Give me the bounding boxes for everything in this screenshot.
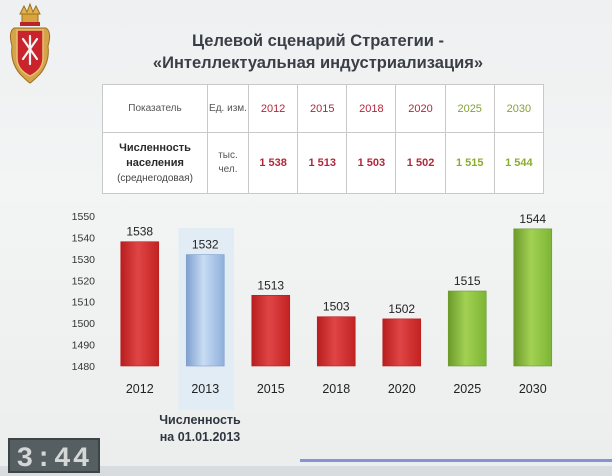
table-cell-value: 1 515 (444, 132, 495, 194)
header-year: 2012 (247, 84, 299, 133)
y-tick-label: 1510 (72, 297, 96, 309)
table-header-row: Показатель Ед. изм. 2012 2015 2018 2020 … (102, 84, 545, 133)
digital-clock: 3:44 (8, 438, 100, 475)
header-indicator: Показатель (102, 84, 208, 133)
bar-2030 (513, 228, 553, 367)
title-line-2: «Интеллектуальная индустриализация» (152, 54, 484, 72)
header-unit: Ед. изм. (207, 84, 249, 133)
x-tick-label: 2012 (126, 382, 154, 396)
header-year: 2030 (493, 84, 545, 133)
header-year: 2020 (395, 84, 446, 133)
table-cell-value: 1 538 (247, 132, 299, 194)
slide-title: Целевой сценарий Стратегии - «Интеллекту… (108, 30, 528, 74)
y-tick-label: 1520 (72, 275, 96, 287)
y-tick-label: 1490 (72, 340, 96, 352)
y-tick-label: 1480 (72, 361, 96, 373)
data-label: 1538 (126, 225, 153, 239)
population-bar-chart: 1480 1490 1500 1510 1520 1530 1540 1550 1538 2012… (72, 211, 553, 410)
table-cell-value: 1 513 (297, 132, 348, 194)
row-unit: тыс. чел. (207, 132, 249, 194)
y-tick-label: 1550 (72, 211, 96, 223)
bar-2012 (120, 241, 160, 367)
chart-caption: Численность на 01.01.2013 (140, 412, 260, 446)
bar-2018 (316, 316, 356, 367)
bar-2025 (447, 290, 487, 367)
data-label: 1502 (388, 302, 415, 316)
bar-2015 (251, 294, 291, 367)
table-cell-value: 1 502 (395, 132, 446, 194)
table-cell-value: 1 544 (493, 132, 545, 194)
x-tick-label: 2018 (322, 382, 350, 396)
row-label-sub: (среднегодовая) (117, 172, 193, 184)
table-cell-value: 1 503 (346, 132, 397, 194)
population-table: Показатель Ед. изм. 2012 2015 2018 2020 … (102, 84, 545, 194)
title-line-1: Целевой сценарий Стратегии - (192, 32, 444, 50)
data-label: 1503 (323, 300, 350, 314)
row-label-main: Численность населения (119, 141, 191, 169)
y-tick-label: 1530 (72, 254, 96, 266)
y-tick-label: 1500 (72, 318, 96, 330)
clock-display: 3:44 (16, 444, 91, 475)
x-tick-label: 2013 (191, 382, 219, 396)
data-label: 1544 (519, 212, 546, 226)
data-label: 1513 (257, 278, 284, 292)
bar-2020 (382, 318, 422, 367)
table-row: Численность населения (среднегодовая) ты… (102, 132, 545, 194)
header-year: 2015 (297, 84, 348, 133)
caption-line-1: Численность (159, 413, 241, 427)
y-tick-label: 1540 (72, 232, 96, 244)
header-year: 2025 (444, 84, 495, 133)
header-year: 2018 (346, 84, 397, 133)
data-label: 1532 (192, 238, 219, 252)
x-tick-label: 2030 (519, 382, 547, 396)
slide: Целевой сценарий Стратегии - «Интеллекту… (0, 0, 612, 466)
screen-edge-line (300, 459, 612, 462)
x-tick-label: 2015 (257, 382, 285, 396)
clock-time: 3:44 (16, 444, 91, 471)
caption-line-2: на 01.01.2013 (159, 430, 241, 444)
x-tick-label: 2020 (388, 382, 416, 396)
x-tick-label: 2025 (453, 382, 481, 396)
row-label: Численность населения (среднегодовая) (102, 132, 208, 194)
data-label: 1515 (454, 274, 481, 288)
bar-2013 (185, 254, 225, 367)
tula-coat-of-arms-icon (9, 2, 51, 84)
